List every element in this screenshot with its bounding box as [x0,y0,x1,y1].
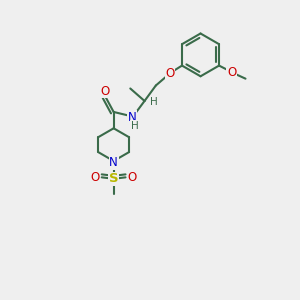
Text: O: O [101,85,110,98]
Text: N: N [109,156,118,169]
Text: O: O [128,171,137,184]
Text: H: H [130,121,138,130]
Text: O: O [227,66,236,79]
Text: O: O [91,171,100,184]
Text: H: H [150,98,157,107]
Text: S: S [109,172,118,185]
Text: O: O [166,67,175,80]
Text: N: N [128,111,136,124]
